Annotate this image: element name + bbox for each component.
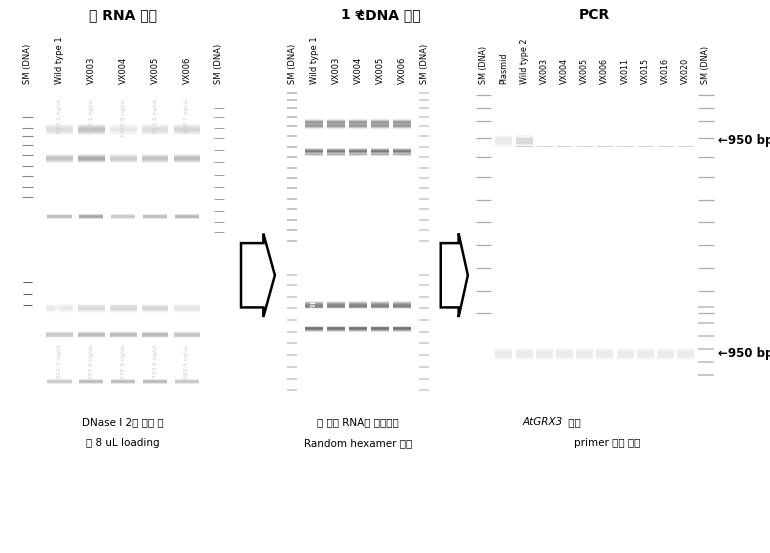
Text: VX003: VX003 [332,57,340,84]
Text: VX020: VX020 [184,269,190,294]
Text: PCR: PCR [579,8,611,23]
Text: st: st [354,9,364,18]
Text: DNase I 2회 처리 후: DNase I 2회 처리 후 [82,418,164,427]
Text: VX004: VX004 [119,57,128,84]
Text: SM (DNA): SM (DNA) [701,46,711,84]
Text: VX003: VX003 [540,58,549,84]
Text: 1: 1 [340,8,350,23]
Text: VX016: VX016 [661,58,670,84]
Text: VX006: VX006 [397,57,407,84]
Text: 982.9 ng/uL: 982.9 ng/uL [185,343,189,379]
Text: VX011: VX011 [621,58,630,84]
Text: 합성된 cDNA를 주형으로 PCR: 합성된 cDNA를 주형으로 PCR [566,373,674,383]
Text: 820.2 ng/uL: 820.2 ng/uL [57,98,62,133]
Text: 1020.9 ng/uL: 1020.9 ng/uL [121,98,126,137]
Text: VX006: VX006 [601,58,609,84]
Text: Wild type 2: Wild type 2 [56,269,62,314]
Text: VX004: VX004 [560,58,569,84]
Text: primer 세트 이용: primer 세트 이용 [574,438,640,448]
Text: cDNA 합성: cDNA 합성 [352,8,420,23]
Text: VX016: VX016 [377,269,383,294]
Text: VX005: VX005 [376,57,384,84]
Text: VX015: VX015 [355,269,361,294]
Text: VX011: VX011 [333,269,339,294]
Text: Random hexamer 이용: Random hexamer 이용 [304,438,412,448]
Text: VX006: VX006 [182,57,192,84]
Text: 733.6 ng/uL: 733.6 ng/uL [152,343,158,378]
Text: Wild type 1: Wild type 1 [310,36,319,84]
Text: SM (DNA): SM (DNA) [23,44,32,84]
Text: VX020: VX020 [681,58,690,84]
Text: VX003: VX003 [87,57,95,84]
Text: Wild type 1: Wild type 1 [55,36,64,84]
Text: 797.8 ng/uL: 797.8 ng/uL [89,343,94,379]
Text: VX011: VX011 [89,269,94,294]
Text: 1050.2 ng/uL: 1050.2 ng/uL [57,343,62,382]
Text: 각 등량 RNA를 주형으로: 각 등량 RNA를 주형으로 [317,418,399,427]
Text: AtGRX3: AtGRX3 [522,418,562,427]
Text: VX004: VX004 [353,57,363,84]
Text: SM (DNA): SM (DNA) [420,44,429,84]
Text: Wild type 2: Wild type 2 [520,39,528,84]
Text: 특이: 특이 [565,418,581,427]
Text: SM (DNA): SM (DNA) [479,46,488,84]
Text: Wild type 2: Wild type 2 [311,269,317,314]
Text: 778.9 ng/uL: 778.9 ng/uL [121,343,126,379]
Polygon shape [241,233,275,317]
Text: ←950 bp: ←950 bp [718,134,770,148]
Polygon shape [440,233,468,317]
Text: VX005: VX005 [151,57,159,84]
Text: 충 RNA 추출: 충 RNA 추출 [89,8,157,23]
Text: SM (DNA): SM (DNA) [287,44,296,84]
Text: VX020: VX020 [399,269,405,294]
Text: VX015: VX015 [641,58,650,84]
Text: VX016: VX016 [152,269,158,294]
Text: 각 8 uL loading: 각 8 uL loading [86,438,160,448]
Text: 311.1 ng/uL: 311.1 ng/uL [89,98,94,133]
Text: VX005: VX005 [581,58,589,84]
Text: 698.7 ng/uL: 698.7 ng/uL [185,98,189,133]
Text: 추출 RNA를 주형으로 PCR: 추출 RNA를 주형으로 PCR [566,204,662,214]
Text: VX015: VX015 [120,269,126,294]
Text: ←950 bp: ←950 bp [718,347,770,361]
Text: Plasmid: Plasmid [500,53,508,84]
Text: 813.2 ng/uL: 813.2 ng/uL [152,98,158,133]
Text: SM (DNA): SM (DNA) [214,44,223,84]
